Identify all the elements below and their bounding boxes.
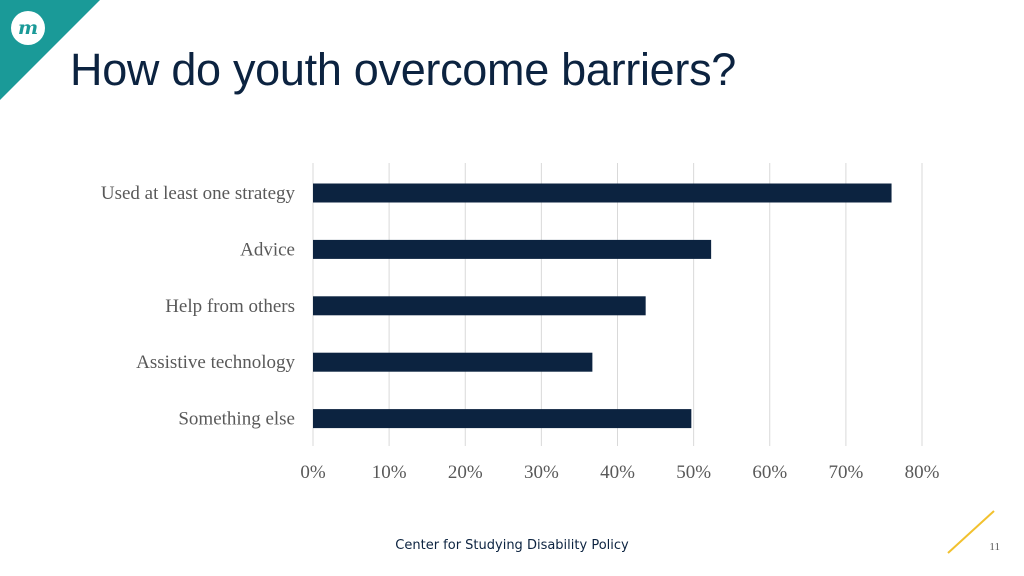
x-tick-label: 30%: [524, 462, 559, 483]
x-tick-label: 20%: [448, 462, 483, 483]
x-tick-label: 10%: [372, 462, 407, 483]
x-tick-labels: 0% 10% 20% 30% 40% 50% 60% 70% 80%: [300, 462, 939, 483]
x-tick-label: 40%: [600, 462, 635, 483]
bar: [313, 352, 593, 372]
bars: [313, 183, 892, 429]
bar: [313, 409, 692, 429]
x-tick-label: 50%: [676, 462, 711, 483]
category-label: Used at least one strategy: [101, 183, 296, 204]
bar: [313, 183, 892, 203]
logo-circle: [11, 11, 45, 45]
x-tick-label: 0%: [300, 462, 326, 483]
accent-line: [947, 510, 995, 554]
category-label: Advice: [240, 239, 295, 260]
category-labels: Used at least one strategy Advice Help fro…: [101, 183, 296, 430]
footer-text: Center for Studying Disability Policy: [395, 538, 629, 553]
x-tick-label: 80%: [905, 462, 940, 483]
page-number: 11: [989, 541, 1000, 553]
category-label: Something else: [178, 409, 295, 430]
bar: [313, 239, 712, 259]
logo-mark: m: [18, 17, 38, 39]
x-tick-label: 70%: [828, 462, 863, 483]
corner-logo: m: [0, 0, 100, 100]
x-tick-label: 60%: [752, 462, 787, 483]
category-label: Assistive technology: [136, 352, 295, 373]
category-label: Help from others: [165, 296, 295, 317]
bar: [313, 296, 646, 316]
slide-title: How do youth overcome barriers?: [70, 44, 737, 95]
